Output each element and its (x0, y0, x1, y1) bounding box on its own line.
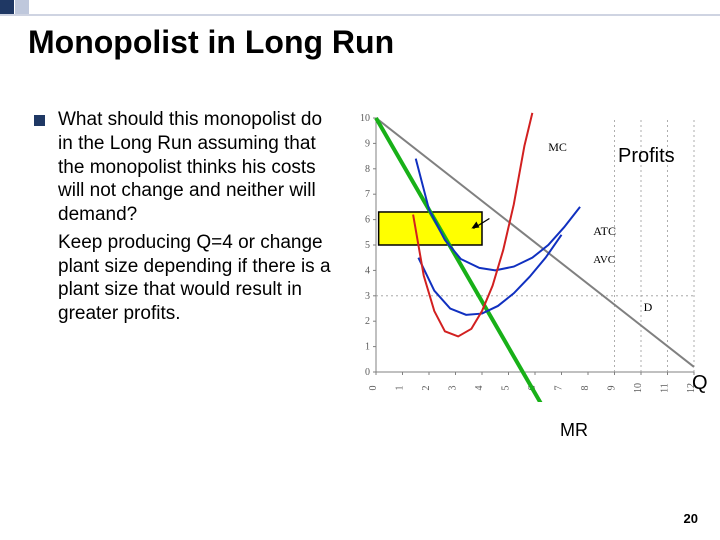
svg-text:5: 5 (365, 240, 370, 251)
svg-text:8: 8 (365, 164, 370, 175)
svg-text:0: 0 (368, 386, 379, 391)
bullet-icon (34, 115, 45, 126)
accent-squares (0, 0, 29, 14)
body-text: What should this monopolist do in the Lo… (58, 108, 338, 326)
svg-text:7: 7 (365, 189, 370, 200)
svg-text:6: 6 (365, 215, 370, 226)
svg-text:1: 1 (365, 342, 370, 353)
svg-text:1: 1 (395, 386, 406, 391)
svg-text:0: 0 (365, 367, 370, 378)
svg-text:2: 2 (365, 316, 370, 327)
svg-text:3: 3 (448, 386, 459, 391)
svg-text:ATC: ATC (593, 224, 616, 238)
mr-label: MR (560, 420, 588, 441)
svg-text:5: 5 (501, 386, 512, 391)
bullet-1: What should this monopolist do in the Lo… (58, 108, 338, 227)
svg-text:AVC: AVC (593, 254, 615, 266)
profits-label: Profits (618, 145, 675, 168)
svg-text:7: 7 (554, 386, 565, 391)
q-axis-label: Q (692, 372, 708, 395)
svg-text:10: 10 (360, 113, 370, 124)
svg-text:2: 2 (421, 386, 432, 391)
svg-text:3: 3 (365, 291, 370, 302)
svg-text:4: 4 (365, 265, 370, 276)
svg-text:MC: MC (548, 140, 567, 154)
svg-text:4: 4 (474, 386, 485, 391)
slide-number: 20 (684, 511, 698, 526)
svg-text:10: 10 (633, 383, 644, 393)
svg-text:9: 9 (365, 138, 370, 149)
svg-text:11: 11 (660, 383, 671, 393)
accent-bar (0, 14, 720, 16)
page-title: Monopolist in Long Run (28, 24, 394, 61)
svg-text:8: 8 (580, 386, 591, 391)
svg-text:9: 9 (607, 386, 618, 391)
bullet-2: Keep producing Q=4 or change plant size … (58, 231, 338, 326)
svg-text:D: D (644, 300, 653, 314)
